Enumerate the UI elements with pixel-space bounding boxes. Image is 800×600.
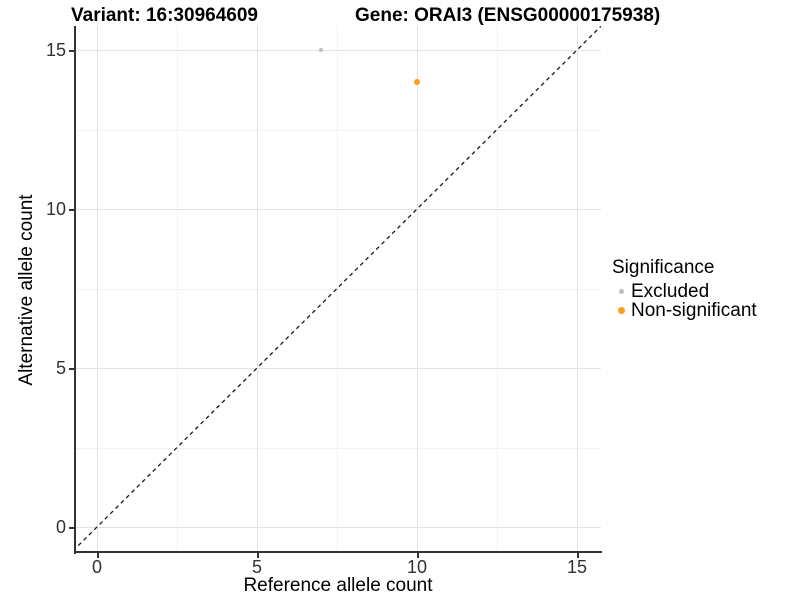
y-axis-title: Alternative allele count: [16, 194, 37, 386]
y-tick-mark: [69, 368, 74, 370]
x-major-gridline: [577, 26, 578, 553]
x-tick-mark: [257, 553, 259, 558]
y-tick-mark: [69, 209, 74, 211]
y-tick-label: 10: [45, 199, 66, 219]
y-tick-label: 0: [55, 517, 66, 537]
legend-key: [612, 307, 631, 314]
x-tick-label: 10: [406, 557, 428, 577]
legend: Significance Excluded Non-significant: [612, 257, 757, 321]
plot-panel: [75, 26, 601, 553]
y-major-gridline: [75, 209, 601, 210]
y-tick-label: 15: [45, 40, 66, 60]
x-major-gridline: [257, 26, 258, 553]
y-tick-label: 5: [55, 358, 66, 378]
y-major-gridline: [75, 50, 601, 51]
y-axis-line: [74, 26, 76, 554]
x-tick-label: 5: [251, 557, 262, 577]
x-minor-gridline: [497, 26, 498, 553]
legend-dot-icon: [619, 289, 624, 294]
y-minor-gridline: [75, 288, 601, 290]
identity-line: [75, 26, 601, 550]
data-point-excluded: [318, 47, 324, 53]
data-point-non-significant: [414, 78, 420, 85]
y-tick-mark: [69, 527, 74, 529]
legend-dot-icon: [618, 307, 625, 314]
y-tick-mark: [69, 50, 74, 52]
legend-item-non-significant: Non-significant: [612, 299, 757, 321]
x-major-gridline: [417, 26, 418, 553]
x-axis-line: [74, 551, 602, 553]
x-tick-label: 15: [566, 557, 588, 577]
legend-label: Non-significant: [631, 299, 757, 321]
y-major-gridline: [75, 368, 601, 369]
y-major-gridline: [75, 527, 601, 528]
gene-title: Gene: ORAI3 (ENSG00000175938): [355, 5, 661, 26]
variant-title: Variant: 16:30964609: [71, 5, 258, 26]
legend-title: Significance: [612, 257, 715, 278]
x-tick-mark: [97, 553, 99, 558]
legend-item-excluded: Excluded: [612, 280, 757, 302]
x-major-gridline: [97, 26, 98, 553]
x-tick-label: 0: [91, 557, 102, 577]
x-tick-mark: [417, 553, 419, 558]
legend-label: Excluded: [631, 280, 710, 302]
legend-items: Excluded Non-significant: [612, 280, 757, 321]
x-tick-mark: [577, 553, 579, 558]
legend-key: [612, 289, 631, 294]
y-minor-gridline: [75, 129, 601, 131]
y-minor-gridline: [75, 447, 601, 449]
x-axis-title: Reference allele count: [243, 575, 433, 596]
x-minor-gridline: [337, 26, 338, 553]
x-minor-gridline: [177, 26, 178, 553]
